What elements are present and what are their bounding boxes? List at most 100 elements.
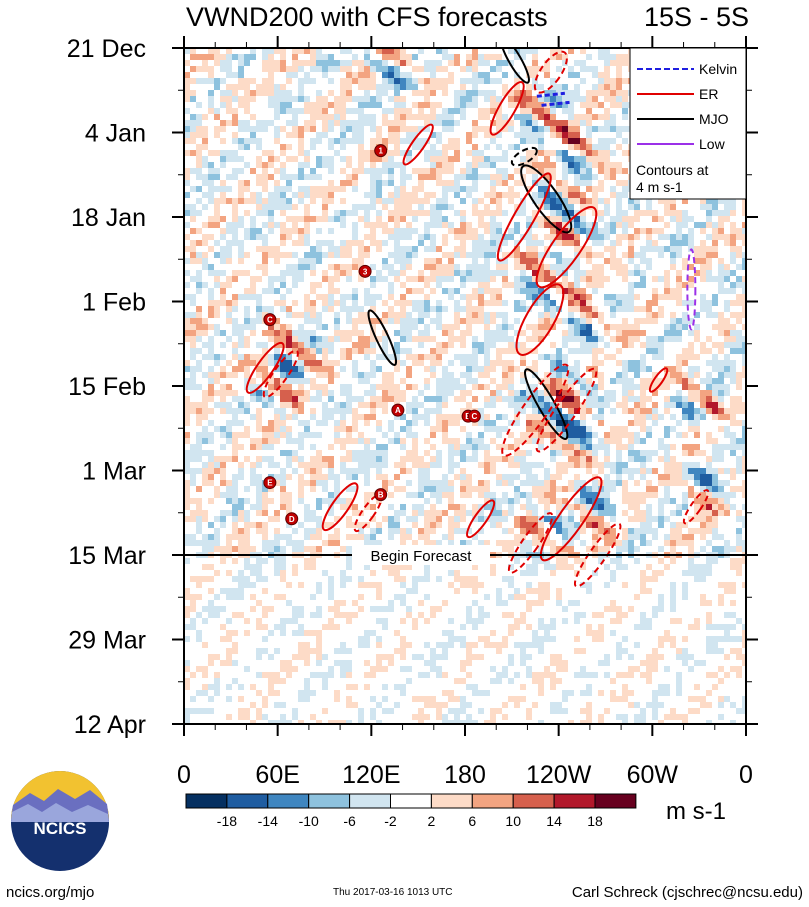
heat-cell [262, 168, 268, 174]
heat-cell [568, 480, 574, 486]
heat-cell [442, 66, 448, 72]
heat-cell [634, 498, 640, 504]
heat-cell [622, 186, 628, 192]
heat-cell [652, 372, 658, 378]
heat-cell [544, 372, 550, 378]
heat-cell [490, 390, 496, 396]
heat-cell [232, 444, 238, 450]
heat-cell [250, 324, 256, 330]
heat-cell [520, 96, 526, 102]
heat-cell [208, 450, 214, 456]
heat-cell [484, 492, 490, 498]
heat-cell [196, 210, 202, 216]
heat-cell [442, 162, 448, 168]
heat-cell [604, 66, 610, 72]
heat-cell [622, 60, 628, 66]
heat-cell [526, 264, 532, 270]
heat-cell [364, 84, 370, 90]
heat-cell [616, 240, 622, 246]
heat-cell [478, 276, 484, 282]
heat-cell [646, 240, 652, 246]
heat-cell [328, 282, 334, 288]
heat-cell [490, 378, 496, 384]
heat-cell [550, 162, 556, 168]
heat-cell [268, 60, 274, 66]
heat-cell [214, 390, 220, 396]
heat-cell [688, 366, 694, 372]
heat-cell [562, 264, 568, 270]
heat-cell [352, 414, 358, 420]
heat-cell [742, 456, 746, 462]
heat-cell [568, 192, 574, 198]
heat-cell [712, 222, 718, 228]
heat-cell [376, 180, 382, 186]
heat-cell [580, 162, 586, 168]
heat-cell [268, 420, 274, 426]
heat-cell [220, 78, 226, 84]
heat-cell [196, 504, 202, 510]
heat-cell [400, 468, 406, 474]
heat-cell [286, 180, 292, 186]
heat-cell [706, 468, 712, 474]
heat-cell [502, 264, 508, 270]
heat-cell [196, 174, 202, 180]
heat-cell [358, 462, 364, 468]
heat-cell [460, 318, 466, 324]
heat-cell [412, 414, 418, 420]
heat-cell [508, 462, 514, 468]
heat-cell [496, 78, 502, 84]
heat-cell [466, 138, 472, 144]
heat-cell [682, 444, 688, 450]
heat-cell [280, 174, 286, 180]
heat-cell [232, 486, 238, 492]
heat-cell [622, 510, 628, 516]
heat-cell [472, 204, 478, 210]
heat-cell [634, 264, 640, 270]
heat-cell [346, 498, 352, 504]
heat-cell [256, 276, 262, 282]
heat-cell [262, 486, 268, 492]
heat-cell [544, 504, 550, 510]
heat-cell [262, 264, 268, 270]
heat-cell [352, 348, 358, 354]
heat-cell [298, 444, 304, 450]
heat-cell [190, 150, 196, 156]
heat-cell [484, 78, 490, 84]
heat-cell [472, 420, 478, 426]
heat-cell [724, 414, 730, 420]
heat-cell [274, 126, 280, 132]
heat-cell [280, 324, 286, 330]
heat-cell [670, 402, 676, 408]
heat-cell [334, 288, 340, 294]
heat-cell [292, 54, 298, 60]
heat-cell [370, 396, 376, 402]
heat-cell [490, 288, 496, 294]
heat-cell [400, 306, 406, 312]
heat-cell [556, 54, 562, 60]
heat-cell [646, 300, 652, 306]
heat-cell [454, 60, 460, 66]
heat-cell [346, 516, 352, 522]
heat-cell [736, 372, 742, 378]
heat-cell [502, 498, 508, 504]
heat-cell [484, 348, 490, 354]
heat-cell [460, 102, 466, 108]
heat-cell [706, 270, 712, 276]
heat-cell [238, 216, 244, 222]
heat-cell [598, 372, 604, 378]
heat-cell [334, 150, 340, 156]
heat-cell [250, 378, 256, 384]
heat-cell [256, 144, 262, 150]
heat-cell [298, 258, 304, 264]
heat-cell [526, 420, 532, 426]
heat-cell [370, 186, 376, 192]
heat-cell [238, 330, 244, 336]
heat-cell [700, 258, 706, 264]
heat-cell [496, 180, 502, 186]
heat-cell [676, 528, 682, 534]
heat-cell [328, 462, 334, 468]
heat-cell [592, 282, 598, 288]
heat-cell [706, 462, 712, 468]
heat-cell [412, 522, 418, 528]
heat-cell [634, 270, 640, 276]
